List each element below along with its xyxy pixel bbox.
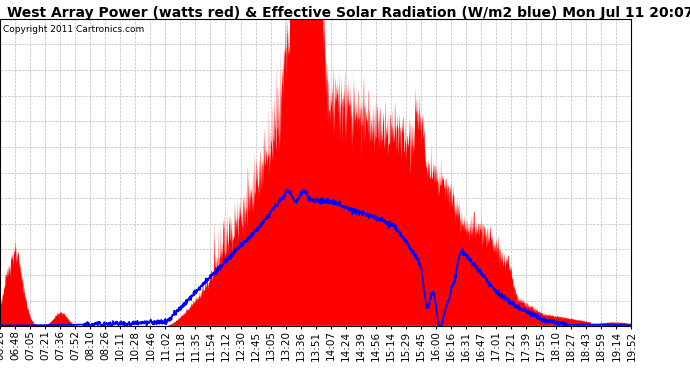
Text: Copyright 2011 Cartronics.com: Copyright 2011 Cartronics.com bbox=[3, 25, 144, 34]
Text: West Array Power (watts red) & Effective Solar Radiation (W/m2 blue) Mon Jul 11 : West Array Power (watts red) & Effective… bbox=[7, 6, 690, 20]
